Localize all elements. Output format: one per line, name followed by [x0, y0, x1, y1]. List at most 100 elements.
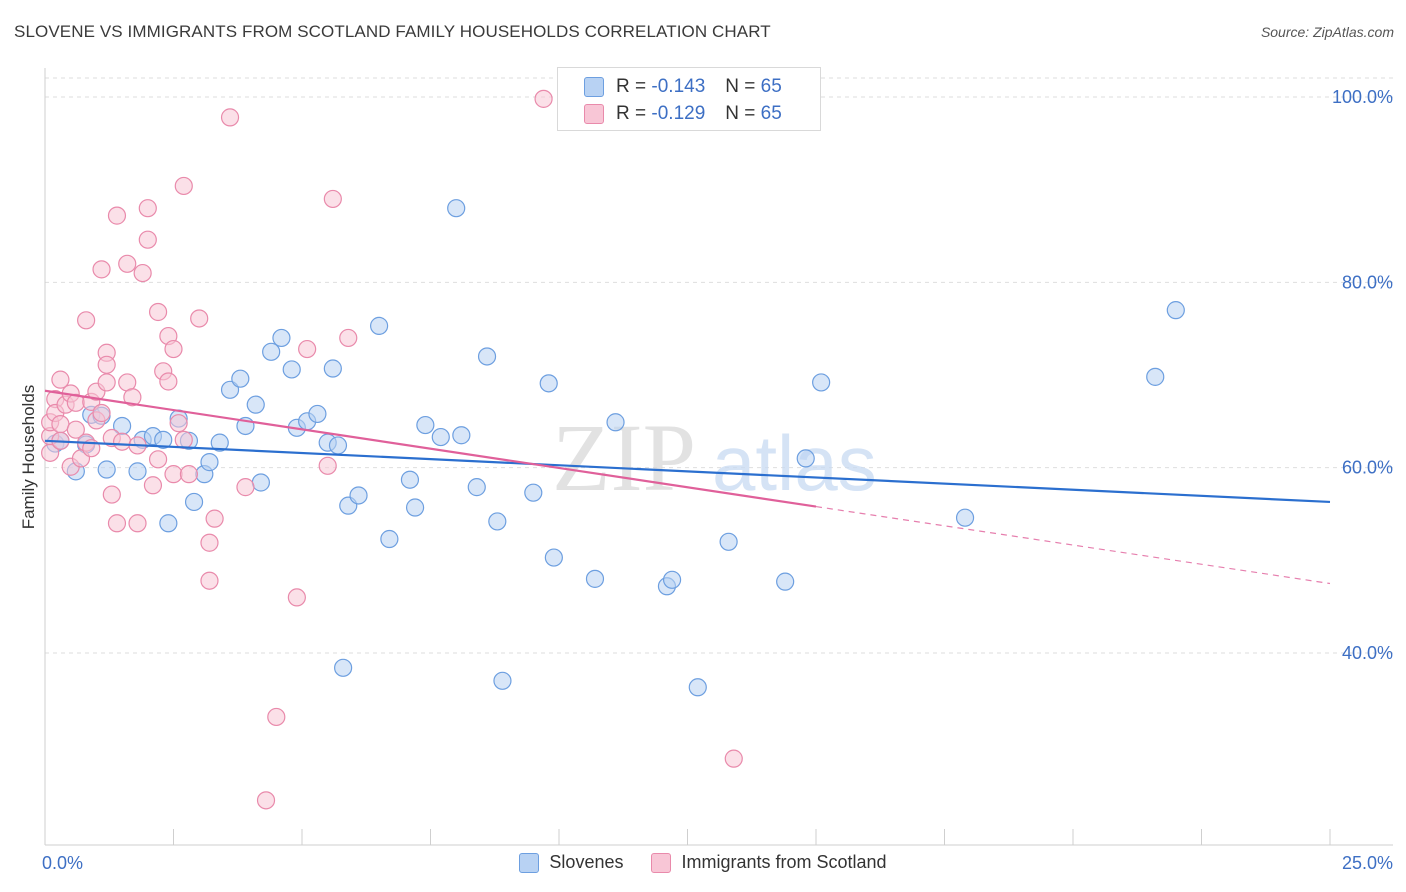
point-slovenes — [405, 498, 425, 517]
point-slovenes — [159, 514, 178, 533]
point-slovenes — [606, 413, 625, 432]
r-label: R = — [616, 103, 647, 124]
point-slovenes — [349, 486, 368, 505]
stats-legend-row-scotland: R = -0.129 N = 65 — [584, 102, 782, 126]
point-scotland — [164, 465, 183, 484]
point-scotland — [148, 302, 168, 322]
r-value: -0.129 — [651, 103, 706, 124]
point-slovenes — [812, 373, 831, 392]
point-slovenes — [1146, 367, 1165, 386]
point-scotland — [51, 415, 70, 434]
point-scotland — [724, 749, 743, 768]
point-slovenes — [334, 658, 353, 677]
point-slovenes — [688, 678, 707, 697]
y-axis-title: Family Households — [19, 385, 38, 530]
point-scotland — [143, 476, 163, 495]
point-scotland — [159, 372, 178, 391]
point-slovenes — [955, 508, 975, 527]
y-tick-label: 40.0% — [1342, 643, 1393, 663]
point-scotland — [174, 176, 193, 196]
point-slovenes — [524, 483, 543, 502]
point-slovenes — [585, 569, 605, 588]
r-label: R = — [616, 76, 647, 97]
point-scotland — [92, 260, 111, 279]
point-slovenes — [796, 449, 815, 468]
point-scotland — [51, 370, 70, 389]
point-slovenes — [282, 360, 301, 379]
point-scotland — [66, 420, 85, 439]
point-scotland — [123, 388, 142, 407]
point-scotland — [77, 311, 96, 330]
point-slovenes — [400, 470, 420, 489]
point-scotland — [174, 430, 193, 449]
point-slovenes — [416, 415, 435, 435]
stats-legend-row-slovenes: R = -0.143 N = 65 — [584, 75, 782, 99]
point-slovenes — [308, 404, 327, 424]
point-scotland — [200, 533, 219, 552]
point-scotland — [200, 571, 219, 590]
point-slovenes — [719, 532, 738, 551]
axis-labels: 40.0% 60.0% 80.0% 100.0% 0.0% 25.0% Family Hou… — [19, 87, 1393, 873]
point-scotland — [118, 254, 137, 273]
point-scotland — [179, 465, 199, 484]
point-slovenes — [477, 347, 497, 366]
point-slovenes — [1166, 301, 1185, 320]
chart-title: SLOVENE VS IMMIGRANTS FROM SCOTLAND FAMI… — [14, 22, 771, 41]
point-scotland — [256, 791, 276, 810]
point-scotland — [41, 443, 60, 462]
trend-line-extension — [815, 505, 1331, 585]
point-slovenes — [776, 572, 795, 591]
y-tick-label: 60.0% — [1342, 458, 1393, 478]
watermark: ZIP atlas — [552, 404, 877, 511]
scotland-swatch — [584, 104, 604, 124]
series-scotland — [41, 89, 743, 810]
point-slovenes — [467, 478, 486, 497]
legend-item-slovenes[interactable]: Slovenes — [519, 852, 623, 873]
point-scotland — [190, 309, 209, 328]
slovenes-swatch — [519, 852, 540, 873]
point-slovenes — [488, 512, 507, 531]
point-scotland — [164, 339, 183, 359]
point-scotland — [107, 206, 127, 225]
point-scotland — [138, 199, 157, 218]
n-value: 65 — [760, 103, 782, 124]
point-scotland — [339, 328, 358, 348]
legend-item-scotland[interactable]: Immigrants from Scotland — [651, 852, 887, 873]
gridlines — [45, 77, 1393, 654]
point-scotland — [92, 403, 111, 423]
series-legend: Slovenes Immigrants from Scotland — [0, 852, 1406, 873]
point-scotland — [107, 514, 127, 533]
n-label: N = — [725, 76, 756, 97]
point-scotland — [102, 485, 121, 504]
point-slovenes — [447, 199, 466, 218]
trend-lines — [44, 389, 1331, 585]
point-scotland — [169, 414, 188, 433]
x-tick-label: 0.0% — [42, 853, 83, 873]
point-slovenes — [154, 430, 173, 449]
point-slovenes — [662, 570, 682, 589]
y-tick-label: 80.0% — [1342, 272, 1393, 292]
slovenes-swatch — [584, 77, 604, 97]
point-scotland — [205, 509, 224, 528]
point-slovenes — [246, 395, 265, 414]
point-scotland — [267, 707, 286, 727]
point-scotland — [323, 189, 342, 209]
point-slovenes — [323, 359, 342, 378]
point-slovenes — [431, 427, 450, 447]
point-scotland — [133, 263, 152, 283]
point-scotland — [97, 355, 116, 374]
point-slovenes — [539, 374, 558, 393]
point-scotland — [534, 89, 553, 108]
source-label: Source: ZipAtlas.com — [1260, 24, 1394, 40]
trend-line — [44, 389, 817, 508]
scotland-swatch — [651, 852, 672, 873]
point-slovenes — [184, 492, 204, 512]
point-slovenes — [544, 548, 563, 567]
point-scotland — [138, 230, 157, 249]
point-slovenes — [251, 473, 270, 492]
point-slovenes — [493, 671, 512, 690]
point-scotland — [298, 339, 317, 359]
point-scotland — [148, 450, 168, 469]
point-slovenes — [370, 316, 389, 335]
